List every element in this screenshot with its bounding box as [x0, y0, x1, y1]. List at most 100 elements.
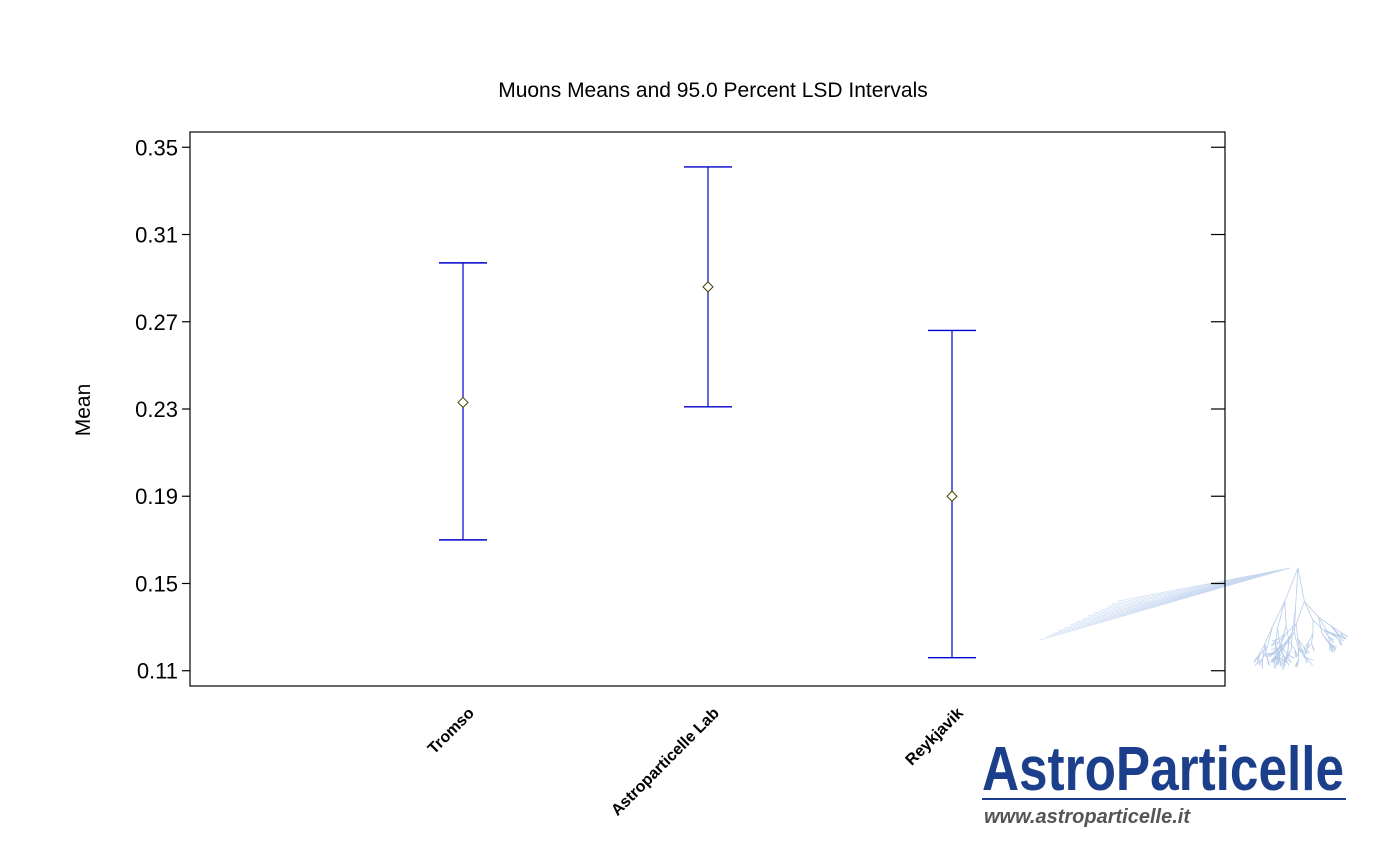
shower-stroke: [1287, 639, 1290, 654]
shower-stroke: [1276, 644, 1281, 657]
shower-stroke: [1303, 646, 1310, 654]
y-tick-label: 0.35: [135, 135, 178, 160]
shower-stroke: [1280, 625, 1287, 644]
shower-stroke: [1286, 653, 1295, 660]
shower-stroke: [1261, 656, 1264, 667]
y-axis-ticks: 0.35 0.31 0.27 0.23 0.19 0.15 0.11: [135, 135, 1225, 684]
shower-stroke: [1262, 643, 1266, 657]
y-tick-label: 0.11: [137, 659, 178, 684]
mean-marker: [946, 490, 958, 502]
x-tick-label: Astroparticelle Lab: [608, 705, 723, 820]
shower-stroke: [1303, 656, 1308, 663]
shower-stroke: [1340, 632, 1346, 640]
shower-stroke: [1277, 657, 1280, 666]
shower-stroke: [1263, 652, 1273, 657]
logo-url-text: www.astroparticelle.it: [984, 806, 1191, 828]
shower-stroke: [1304, 601, 1314, 621]
shower-stroke: [1288, 640, 1296, 651]
shower-stroke: [1293, 632, 1299, 649]
mean-marker: [702, 281, 714, 293]
shower-stroke: [1328, 637, 1334, 643]
shower-stroke: [1329, 636, 1335, 641]
shower-stroke: [1297, 567, 1305, 602]
shower-stroke: [1318, 616, 1332, 627]
shower-stroke: [1284, 567, 1299, 602]
shower-stroke: [1279, 657, 1286, 663]
shower-stroke: [1279, 657, 1282, 667]
shower-stroke: [1337, 634, 1344, 642]
y-tick-label: 0.27: [135, 310, 178, 335]
y-axis-label: Mean: [72, 384, 95, 437]
shower-stroke: [1337, 634, 1342, 643]
shower-stroke: [1280, 633, 1287, 644]
shower-stroke: [1277, 628, 1281, 645]
y-tick-label: 0.19: [135, 484, 178, 509]
shower-stroke: [1330, 625, 1342, 633]
y-tick-label: 0.15: [135, 571, 178, 596]
shower-stroke: [1282, 655, 1288, 664]
shower-stroke: [1283, 632, 1295, 648]
x-tick-label: Tromso: [425, 705, 478, 758]
shower-stroke: [1272, 638, 1279, 643]
shower-ray: [1117, 567, 1291, 602]
chart-title: Muons Means and 95.0 Percent LSD Interva…: [498, 79, 928, 102]
y-tick-label: 0.31: [135, 223, 178, 248]
shower-stroke: [1295, 567, 1299, 608]
shower-stroke: [1296, 659, 1300, 668]
shower-stroke: [1264, 643, 1268, 657]
interval-series: [439, 166, 976, 659]
shower-stroke: [1337, 638, 1342, 646]
shower-stroke: [1253, 654, 1260, 662]
shower-stroke: [1295, 623, 1298, 639]
shower-stroke: [1311, 643, 1315, 651]
x-axis-tick-labels: Tromso Astroparticelle Lab Reykjavik: [425, 705, 967, 820]
shower-stroke: [1294, 649, 1299, 657]
shower-stroke: [1338, 633, 1346, 639]
shower-stroke: [1277, 633, 1286, 643]
shower-stroke: [1284, 601, 1287, 626]
astroparticelle-logo: AstroParticelle www.astroparticelle.it: [982, 735, 1346, 828]
shower-stroke: [1274, 628, 1278, 646]
shower-stroke: [1323, 629, 1330, 638]
shower-stroke: [1299, 647, 1304, 656]
shower-stroke: [1312, 619, 1324, 631]
shower-stroke: [1318, 616, 1328, 632]
shower-stroke: [1340, 632, 1348, 638]
shower-stroke: [1311, 633, 1314, 644]
shower-stroke: [1332, 632, 1339, 637]
shower-stroke: [1279, 639, 1290, 651]
shower-stroke: [1259, 656, 1264, 665]
shower-stroke: [1258, 655, 1260, 666]
shower-stroke: [1304, 601, 1319, 618]
shower-stroke: [1297, 637, 1300, 649]
shower-stroke: [1254, 658, 1263, 666]
shower-stroke: [1304, 642, 1309, 648]
shower-stroke: [1267, 626, 1273, 647]
shower-stroke: [1308, 633, 1314, 643]
shower-stroke: [1306, 657, 1313, 666]
shower-stroke: [1270, 647, 1280, 650]
shower-stroke: [1278, 649, 1281, 660]
shower-stroke: [1306, 657, 1314, 661]
shower-stroke: [1295, 601, 1305, 624]
shower-stroke: [1285, 625, 1290, 641]
x-tick-label: Reykjavik: [903, 705, 967, 769]
shower-stroke: [1286, 653, 1292, 663]
shower-stroke: [1277, 601, 1286, 629]
shower-stroke: [1285, 623, 1297, 635]
shower-stroke: [1329, 643, 1337, 651]
shower-stroke: [1264, 626, 1273, 644]
shower-stroke: [1274, 642, 1279, 651]
y-tick-label: 0.23: [135, 397, 178, 422]
shower-stroke: [1297, 637, 1305, 648]
shower-stroke: [1258, 646, 1268, 657]
shower-stroke: [1270, 651, 1275, 657]
shower-stroke: [1271, 642, 1279, 645]
shower-stroke: [1266, 655, 1270, 666]
cosmic-ray-shower-watermark: [1039, 567, 1349, 671]
shower-stroke: [1270, 655, 1277, 661]
shower-stroke: [1258, 643, 1266, 656]
shower-stroke: [1330, 625, 1339, 635]
shower-stroke: [1277, 633, 1286, 640]
